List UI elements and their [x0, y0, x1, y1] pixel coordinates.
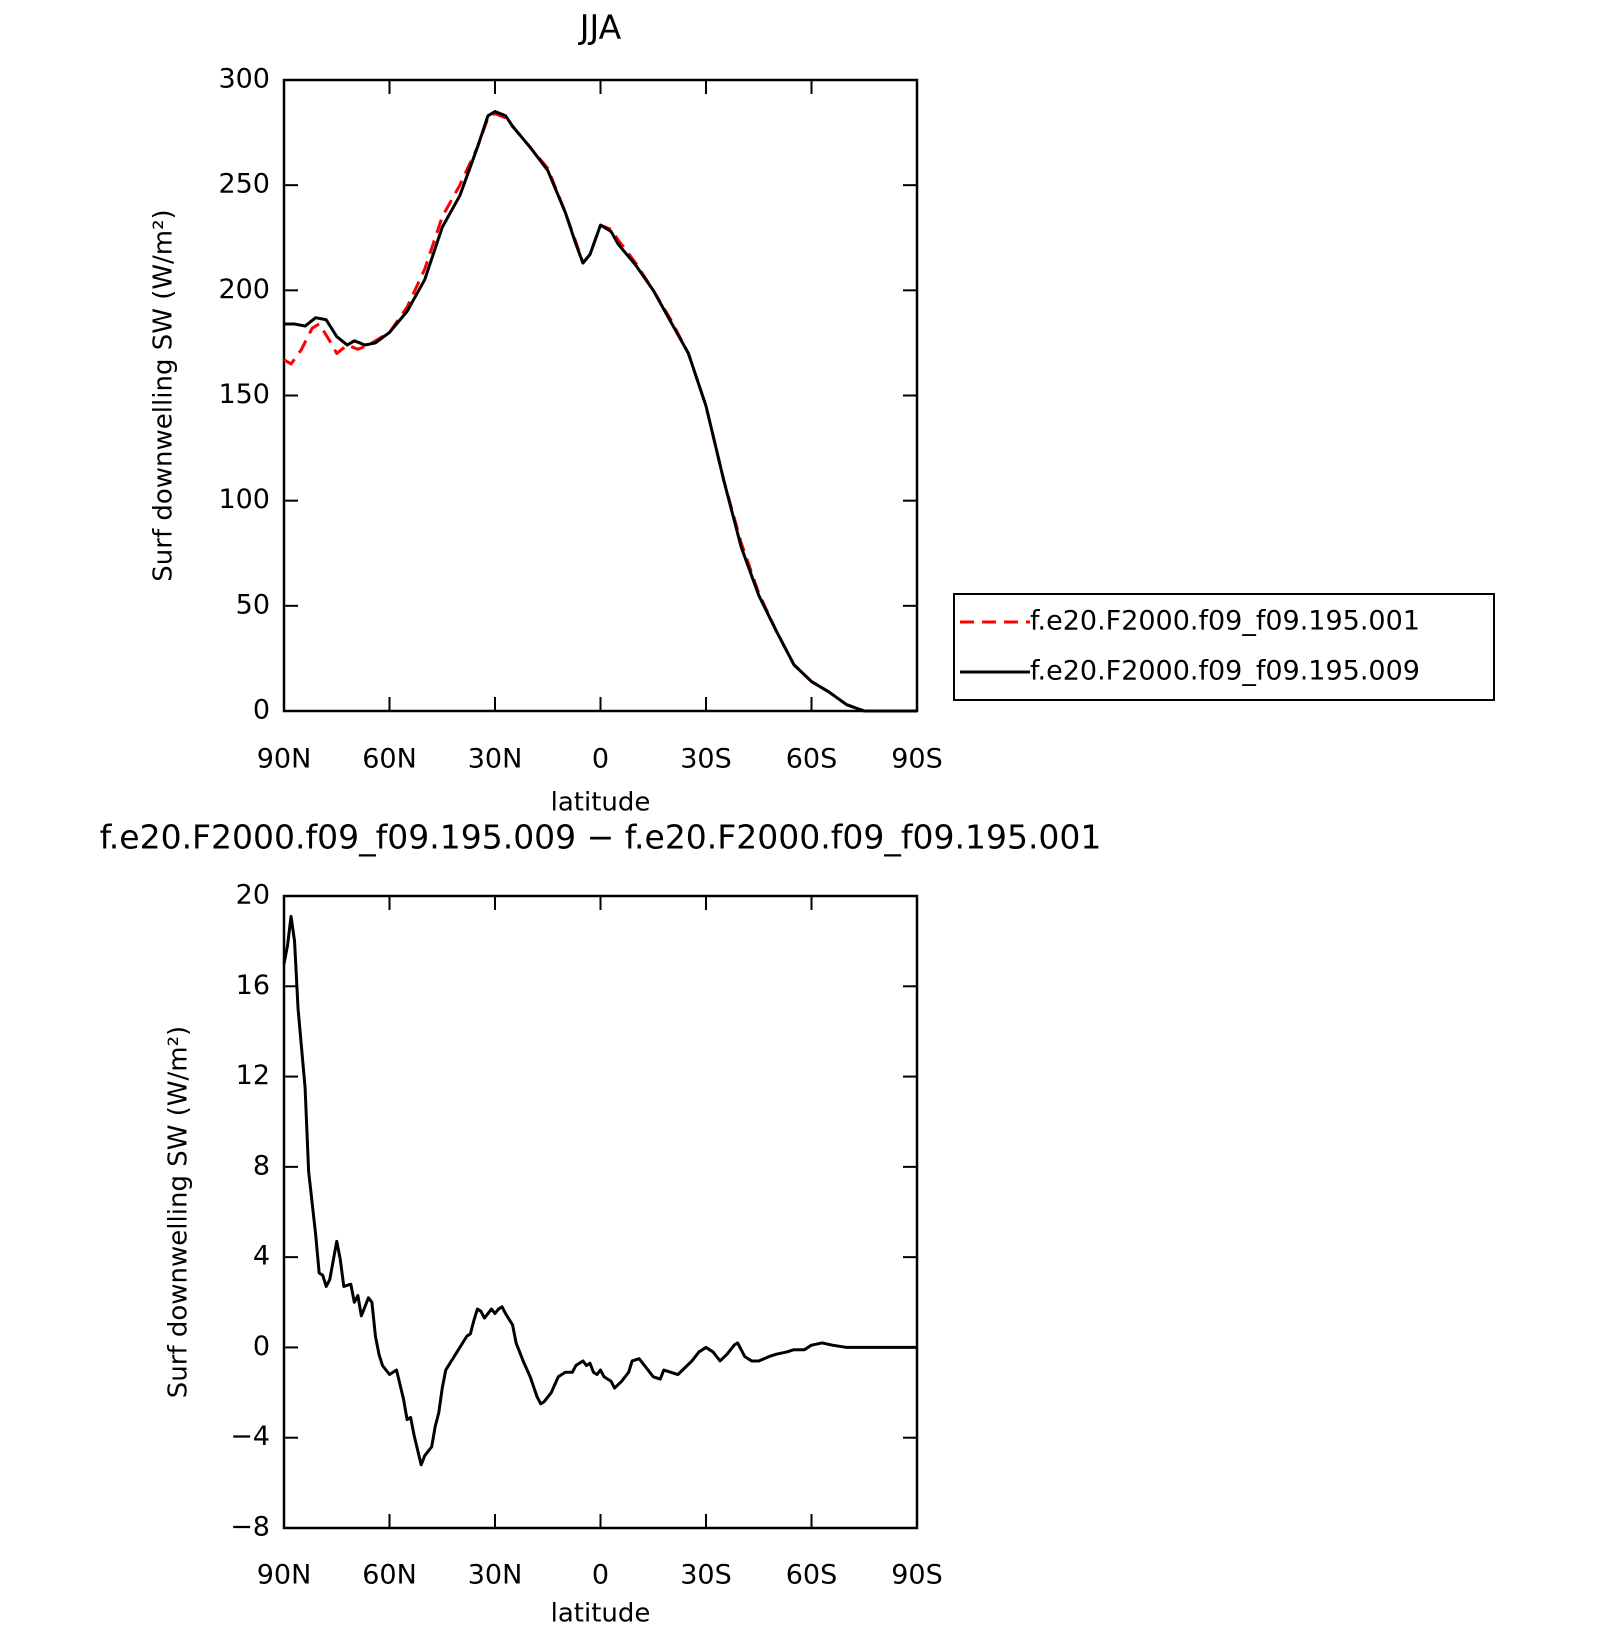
x-tick-label: 60N: [362, 744, 417, 775]
x-tick-label: 60S: [786, 744, 838, 775]
legend-label: f.e20.F2000.f09_f09.195.001: [1030, 606, 1420, 637]
x-tick-label: 90S: [891, 744, 943, 775]
y-tick-label: −4: [230, 1421, 270, 1452]
chart-title: JJA: [578, 8, 622, 47]
x-tick-label: 30N: [468, 744, 523, 775]
y-tick-label: 300: [218, 64, 270, 95]
y-tick-label: −8: [230, 1512, 270, 1543]
x-tick-label: 60S: [786, 1560, 838, 1591]
x-tick-label: 90S: [891, 1560, 943, 1591]
legend-box: [953, 593, 1495, 701]
x-tick-label: 90N: [257, 1560, 312, 1591]
legend-label: f.e20.F2000.f09_f09.195.009: [1030, 656, 1420, 687]
x-tick-label: 30N: [468, 1560, 523, 1591]
data-line: [282, 914, 917, 1467]
y-tick-label: 100: [218, 484, 270, 515]
y-axis-title: Surf downwelling SW (W/m²): [164, 1026, 194, 1398]
x-tick-label: 60N: [362, 1560, 417, 1591]
x-tick-label: 0: [592, 744, 609, 775]
y-tick-label: 50: [236, 589, 270, 620]
y-tick-label: 12: [236, 1060, 270, 1091]
y-tick-label: 0: [253, 695, 270, 726]
x-tick-label: 30S: [680, 1560, 732, 1591]
y-tick-label: 4: [253, 1241, 270, 1272]
data-line: [283, 112, 917, 713]
y-tick-label: 150: [218, 379, 270, 410]
y-tick-label: 20: [236, 880, 270, 911]
y-tick-label: 200: [218, 274, 270, 305]
x-tick-label: 30S: [680, 744, 732, 775]
x-tick-label: 0: [592, 1560, 609, 1591]
plot-frame: [282, 78, 919, 713]
plot-frame: [282, 894, 919, 1530]
x-tick-label: 90N: [257, 744, 312, 775]
data-line: [284, 110, 917, 713]
chart-title: f.e20.F2000.f09_f09.195.009 − f.e20.F200…: [100, 818, 1102, 857]
y-tick-label: 16: [236, 970, 270, 1001]
y-tick-label: 0: [253, 1331, 270, 1362]
x-axis-title: latitude: [551, 1599, 651, 1629]
x-axis-title: latitude: [551, 788, 651, 818]
y-tick-label: 250: [218, 169, 270, 200]
y-axis-title: Surf downwelling SW (W/m²): [149, 209, 179, 581]
y-tick-label: 8: [253, 1150, 270, 1181]
